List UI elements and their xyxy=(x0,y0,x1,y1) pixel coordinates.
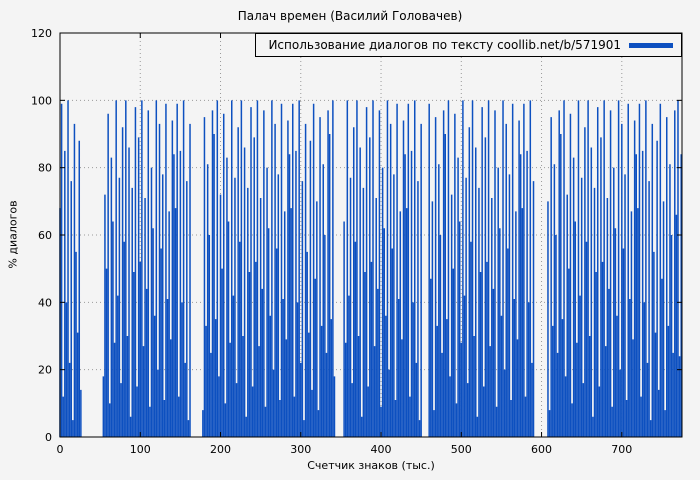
legend-label: Использование диалогов по тексту coollib… xyxy=(268,38,621,52)
legend-series-swatch xyxy=(629,42,673,48)
y-tick-label: 100 xyxy=(31,94,52,107)
data-series xyxy=(59,100,682,437)
y-tick-label: 60 xyxy=(38,229,52,242)
x-tick-label: 300 xyxy=(290,443,311,456)
x-tick-label: 700 xyxy=(611,443,632,456)
chart-title: Палач времен (Василий Головачев) xyxy=(237,9,463,23)
x-tick-label: 600 xyxy=(531,443,552,456)
x-axis-label: Счетчик знаков (тыс.) xyxy=(307,459,435,472)
x-tick-label: 100 xyxy=(130,443,151,456)
x-tick-label: 500 xyxy=(451,443,472,456)
y-tick-label: 80 xyxy=(38,162,52,175)
x-tick-label: 400 xyxy=(371,443,392,456)
x-tick-label: 200 xyxy=(210,443,231,456)
y-tick-label: 20 xyxy=(38,364,52,377)
legend: Использование диалогов по тексту coollib… xyxy=(255,33,682,57)
y-tick-label: 120 xyxy=(31,27,52,40)
y-axis-label: % диалогов xyxy=(6,200,20,269)
x-tick-label: 0 xyxy=(57,443,64,456)
y-tick-label: 0 xyxy=(45,431,52,444)
y-tick-label: 40 xyxy=(38,296,52,309)
